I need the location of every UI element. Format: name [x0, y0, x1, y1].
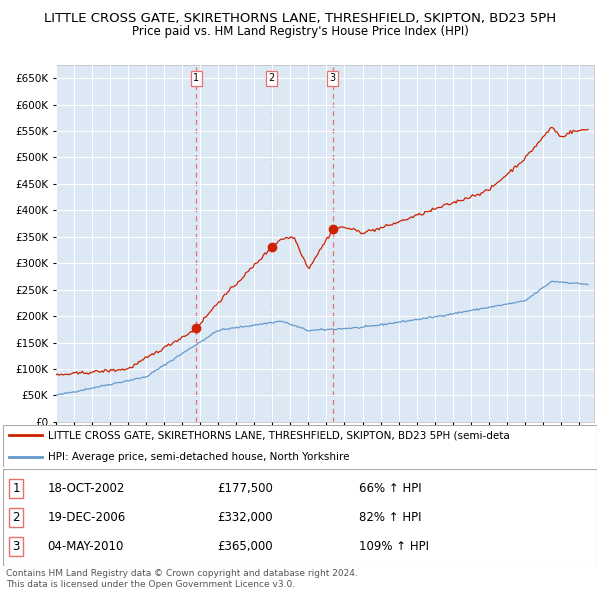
Text: £332,000: £332,000 — [217, 511, 272, 525]
Text: Price paid vs. HM Land Registry's House Price Index (HPI): Price paid vs. HM Land Registry's House … — [131, 25, 469, 38]
Text: LITTLE CROSS GATE, SKIRETHORNS LANE, THRESHFIELD, SKIPTON, BD23 5PH (semi-deta: LITTLE CROSS GATE, SKIRETHORNS LANE, THR… — [47, 431, 509, 440]
FancyBboxPatch shape — [3, 469, 597, 566]
Text: 2: 2 — [268, 73, 275, 83]
Text: 109% ↑ HPI: 109% ↑ HPI — [359, 540, 430, 553]
Text: 3: 3 — [13, 540, 20, 553]
Text: 19-DEC-2006: 19-DEC-2006 — [47, 511, 126, 525]
Text: £365,000: £365,000 — [217, 540, 272, 553]
Text: 04-MAY-2010: 04-MAY-2010 — [47, 540, 124, 553]
Text: £177,500: £177,500 — [217, 482, 273, 495]
Text: Contains HM Land Registry data © Crown copyright and database right 2024.
This d: Contains HM Land Registry data © Crown c… — [6, 569, 358, 589]
Text: 1: 1 — [13, 482, 20, 495]
Text: 82% ↑ HPI: 82% ↑ HPI — [359, 511, 422, 525]
Text: 2: 2 — [13, 511, 20, 525]
Text: 18-OCT-2002: 18-OCT-2002 — [47, 482, 125, 495]
Text: HPI: Average price, semi-detached house, North Yorkshire: HPI: Average price, semi-detached house,… — [47, 452, 349, 461]
Text: 3: 3 — [329, 73, 335, 83]
Text: LITTLE CROSS GATE, SKIRETHORNS LANE, THRESHFIELD, SKIPTON, BD23 5PH: LITTLE CROSS GATE, SKIRETHORNS LANE, THR… — [44, 12, 556, 25]
Text: 66% ↑ HPI: 66% ↑ HPI — [359, 482, 422, 495]
FancyBboxPatch shape — [3, 425, 597, 467]
Text: 1: 1 — [193, 73, 199, 83]
